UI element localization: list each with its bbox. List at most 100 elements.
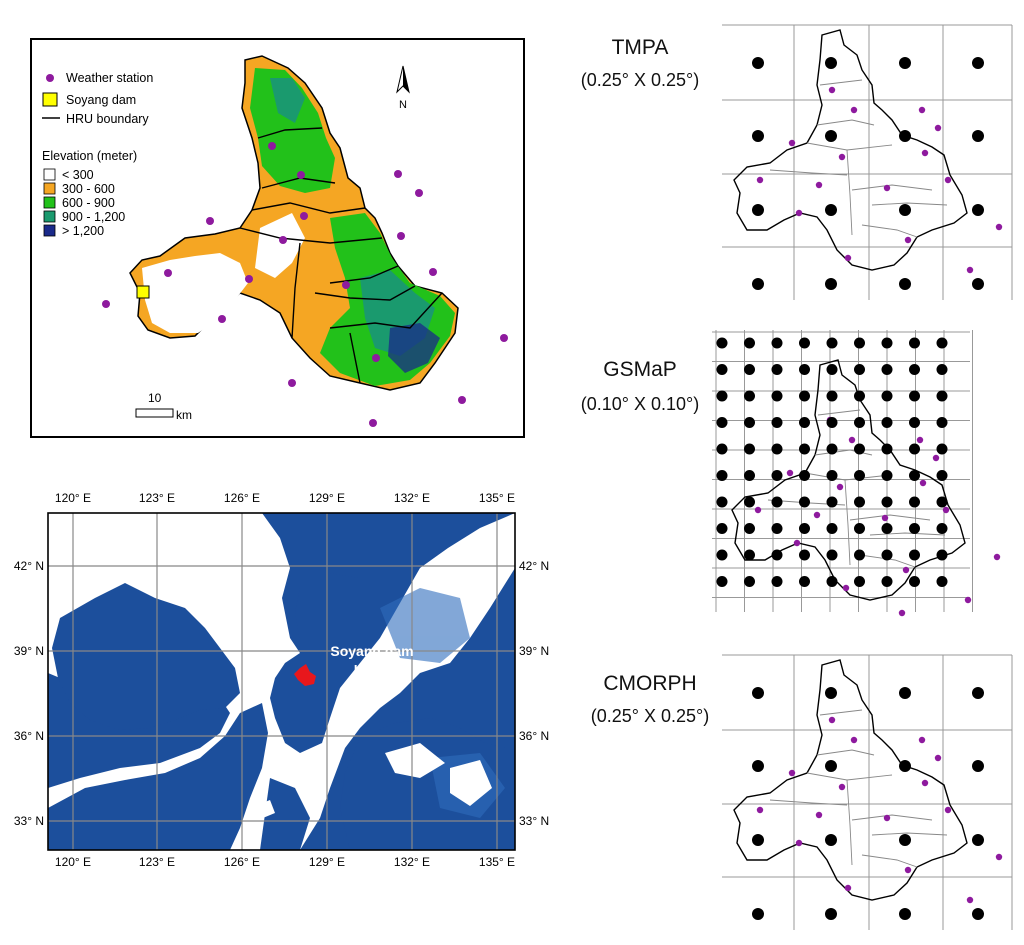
grid-point	[799, 470, 810, 481]
weather-station	[828, 716, 836, 724]
grid-point	[771, 364, 783, 375]
grid-point	[771, 576, 783, 587]
weather-station	[918, 736, 926, 744]
grid-point	[972, 278, 984, 290]
legend-class-label: 600 - 900	[62, 196, 115, 210]
grid-point	[716, 364, 728, 375]
grid-point	[826, 337, 838, 349]
weather-station	[966, 266, 974, 274]
weather-station	[815, 181, 823, 189]
grid-point	[716, 337, 728, 349]
grid-point	[744, 576, 755, 587]
grid-point	[744, 364, 755, 375]
grid-point	[752, 834, 764, 846]
grid-point	[899, 687, 911, 699]
weather-station	[944, 806, 952, 814]
grid-point	[825, 908, 837, 920]
grid-title-cmorph: CMORPH	[603, 672, 697, 695]
weather-station	[850, 106, 858, 114]
grid-res-gsmap: (0.10° X 0.10°)	[580, 394, 700, 414]
weather-station	[883, 814, 891, 822]
grid-point	[744, 337, 755, 349]
lon-tick-label: 132° E	[394, 855, 430, 869]
basin-label-line1: Soyang dam	[330, 643, 413, 659]
weather-station	[934, 754, 942, 762]
grid-point	[881, 470, 893, 481]
grid-point	[909, 337, 920, 349]
weather-station	[279, 236, 287, 244]
north-arrow-icon: N	[396, 65, 410, 111]
weather-station	[164, 269, 172, 277]
grid-point	[909, 549, 920, 561]
weather-station	[904, 866, 912, 874]
grid-point	[881, 443, 893, 455]
grid-point	[972, 130, 984, 142]
weather-station	[902, 566, 910, 574]
elevation-map: Weather station Soyang dam HRU boundary …	[42, 55, 508, 427]
grid-point	[716, 496, 728, 508]
grid-point	[752, 687, 764, 699]
grid-point	[771, 470, 783, 481]
basin-outline	[733, 659, 968, 901]
grid-point	[909, 417, 920, 428]
grid-point	[881, 523, 893, 534]
grid-point	[909, 496, 920, 508]
scale-bar	[135, 408, 174, 418]
lat-tick-label: 39° N	[14, 644, 44, 658]
weather-station	[918, 106, 926, 114]
grid-point	[744, 443, 755, 455]
grid-point	[744, 496, 755, 508]
basin-outline	[733, 29, 968, 271]
grid-point	[771, 337, 783, 349]
weather-station	[754, 506, 762, 514]
grid-point	[854, 470, 865, 481]
grid-point	[972, 57, 984, 69]
grid-point	[744, 390, 755, 402]
weather-station	[932, 454, 940, 462]
north-label: N	[399, 99, 407, 111]
grid-point	[744, 549, 755, 561]
legend-elevation-title: Elevation (meter)	[42, 149, 137, 163]
grid-point	[771, 523, 783, 534]
grid-point	[909, 576, 920, 587]
grid-point	[716, 470, 728, 481]
lat-tick-label: 42° N	[519, 559, 549, 573]
grid-point	[744, 523, 755, 534]
legend-swatch	[43, 196, 56, 209]
legend-swatch	[43, 224, 56, 237]
grid-point	[854, 523, 865, 534]
grid-map-cmorph	[722, 654, 1013, 930]
grid-title-gsmap: GSMaP	[603, 358, 677, 381]
weather-station	[793, 539, 801, 547]
grid-point	[799, 390, 810, 402]
grid-point	[716, 443, 728, 455]
grid-point	[909, 390, 920, 402]
weather-station	[844, 254, 852, 262]
grid-point	[854, 417, 865, 428]
grid-point	[752, 278, 764, 290]
grid-point	[716, 417, 728, 428]
grid-point	[936, 337, 948, 349]
grid-point	[771, 443, 783, 455]
grid-point	[899, 204, 911, 216]
weather-station	[786, 469, 794, 477]
grid-point	[825, 760, 837, 772]
legend-class-label: > 1,200	[62, 224, 104, 238]
grid-point	[936, 390, 948, 402]
weather-station	[369, 419, 377, 427]
grid-title-tmpa: TMPA	[611, 36, 669, 59]
grid-point	[881, 549, 893, 561]
grid-point	[826, 364, 838, 375]
grid-point	[854, 496, 865, 508]
grid-point	[881, 364, 893, 375]
grid-point	[899, 908, 911, 920]
lat-tick-label: 39° N	[519, 644, 549, 658]
grid-point	[826, 549, 838, 561]
grid-point	[744, 470, 755, 481]
weather-station	[813, 511, 821, 519]
weather-station	[904, 236, 912, 244]
grid-point	[752, 760, 764, 772]
grid-point	[972, 760, 984, 772]
lon-tick-label: 129° E	[309, 491, 345, 505]
weather-station	[842, 584, 850, 592]
